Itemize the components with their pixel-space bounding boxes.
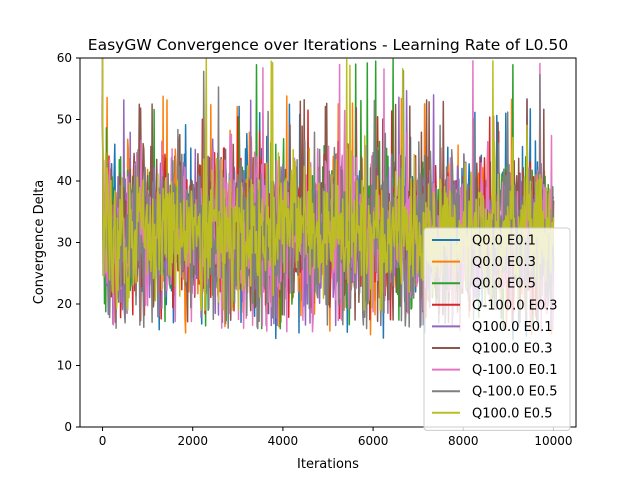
series-layer	[101, 58, 555, 341]
legend-entry: Q0.0 E0.5	[472, 277, 536, 292]
legend-entry: Q100.0 E0.3	[472, 342, 552, 357]
x-axis-label: Iterations	[297, 457, 359, 472]
y-tick-label: 30	[57, 236, 72, 250]
legend-box	[423, 227, 571, 431]
x-tick-label: 8000	[448, 434, 479, 448]
x-tick-label: 10000	[534, 434, 572, 448]
series-line	[101, 58, 555, 311]
y-tick-label: 40	[57, 174, 72, 188]
y-axis-label: Convergence Delta	[32, 180, 47, 305]
legend-entry: Q-100.0 E0.1	[472, 363, 558, 378]
x-tick-label: 2000	[177, 434, 208, 448]
y-tick-label: 0	[64, 420, 72, 434]
legend-entry: Q-100.0 E0.5	[472, 385, 558, 400]
legend-entry: Q0.0 E0.3	[472, 255, 536, 270]
legend-entry: Q100.0 E0.5	[472, 406, 552, 421]
legend-entry: Q100.0 E0.1	[472, 320, 552, 335]
legend: Q0.0 E0.1 Q0.0 E0.3 Q0.0 E0.5 Q-100.0 E0.3 Q…	[423, 227, 571, 431]
y-tick-label: 60	[57, 51, 72, 65]
legend-entry: Q0.0 E0.1	[472, 234, 536, 249]
y-tick-label: 20	[57, 297, 72, 311]
y-tick-label: 50	[57, 113, 72, 127]
y-tick-label: 10	[57, 359, 72, 373]
x-tick-label: 6000	[358, 434, 389, 448]
x-tick-label: 4000	[268, 434, 299, 448]
chart-title: EasyGW Convergence over Iterations - Lea…	[88, 36, 568, 54]
legend-entry: Q-100.0 E0.3	[472, 298, 558, 313]
x-tick-label: 0	[99, 434, 107, 448]
y-axis: 0 10 20 30 40 50 60	[57, 51, 80, 434]
